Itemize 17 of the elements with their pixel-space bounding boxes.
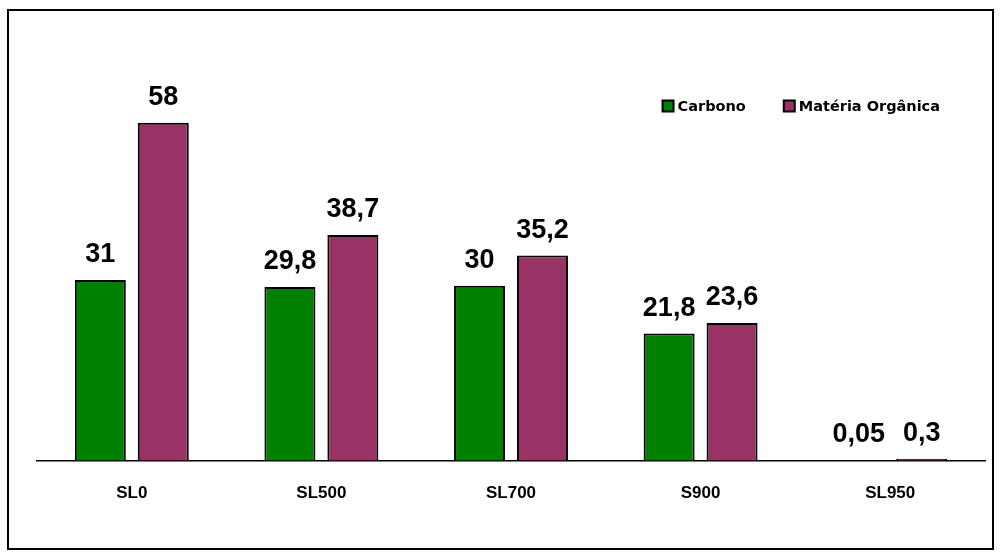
x-tick-label: S900 xyxy=(680,483,721,503)
data-label: 29,8 xyxy=(263,244,317,275)
data-label: 58 xyxy=(148,80,179,111)
data-label: 23,6 xyxy=(705,281,759,312)
data-label: 0,3 xyxy=(902,416,941,447)
x-tick-label: SL500 xyxy=(296,483,347,503)
x-tick-label: SL0 xyxy=(116,483,148,503)
data-label: 35,2 xyxy=(516,213,569,244)
data-label: 31 xyxy=(85,237,116,268)
legend-label: Matéria Orgânica xyxy=(798,97,940,114)
x-tick-label: SL700 xyxy=(485,483,537,503)
data-label: 0,05 xyxy=(832,418,886,449)
data-label: 30 xyxy=(464,243,495,274)
legend-label: Carbono xyxy=(677,97,746,114)
data-label: 38,7 xyxy=(326,193,380,224)
data-label: 21,8 xyxy=(642,291,696,322)
x-tick-label: SL950 xyxy=(865,483,916,503)
